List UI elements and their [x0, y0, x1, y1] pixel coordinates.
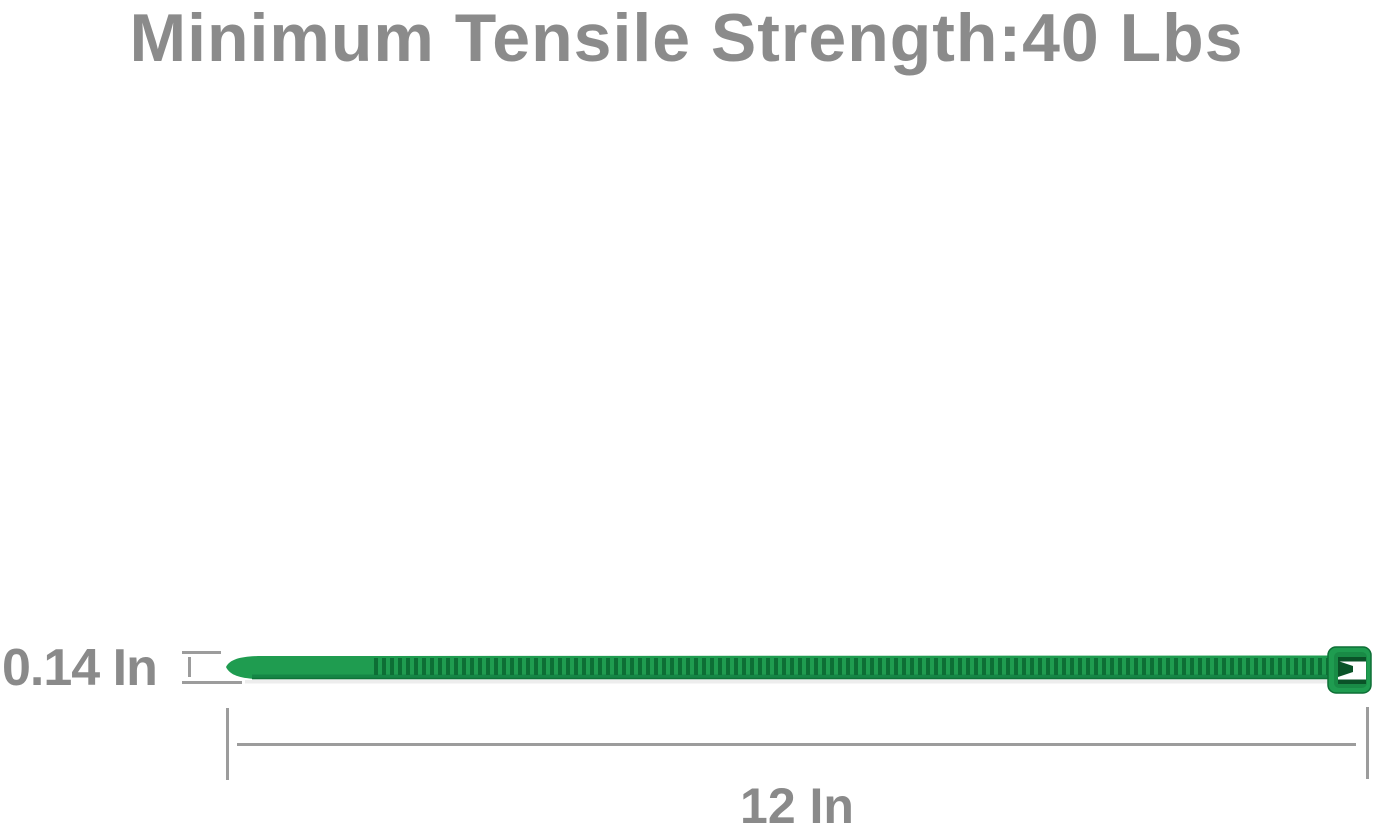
- length-dim-left-tick: [226, 708, 229, 780]
- cable-tie-strap-bottom-edge: [252, 677, 1332, 680]
- width-dimension-label: 0.14 In: [2, 639, 158, 697]
- length-dim-right-tick: [1366, 707, 1369, 779]
- cable-tie-head-pawl: [1338, 661, 1353, 677]
- cable-tie-strap-lower-band: [252, 674, 1332, 679]
- length-dimension-label: 12 In: [740, 778, 854, 832]
- tensile-strength-title: Minimum Tensile Strength:40 Lbs: [129, 0, 1244, 76]
- cable-tie-head-opening-top-edge: [1338, 657, 1366, 662]
- width-bracket-top-line: [182, 651, 221, 654]
- length-dimension-line: [237, 743, 1356, 746]
- cable-tie-head-opening-bottom-edge: [1338, 679, 1366, 684]
- width-bracket-tick: [188, 657, 191, 677]
- cable-tie-teeth: [374, 658, 1328, 675]
- width-bracket-bottom-line: [182, 681, 242, 684]
- cable-tie-shadow: [245, 680, 1363, 684]
